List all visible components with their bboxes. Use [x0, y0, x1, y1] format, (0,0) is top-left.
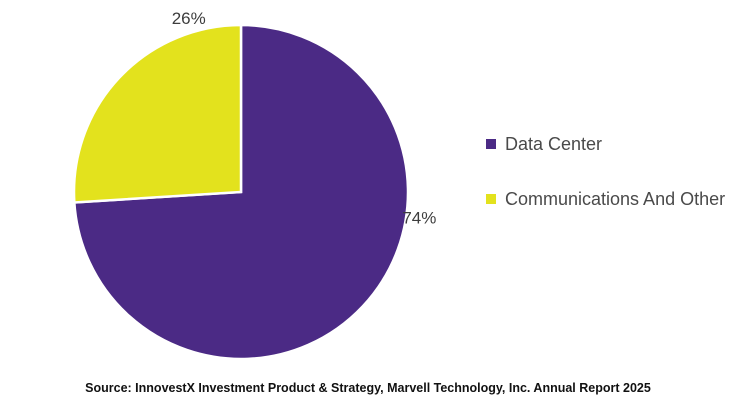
pie-slice-communications-and-other — [72, 23, 243, 204]
chart-legend: Data Center Communications And Other — [486, 130, 726, 240]
legend-label-data-center: Data Center — [505, 134, 603, 154]
legend-swatch-communications-and-other — [486, 194, 496, 204]
legend-item-communications-and-other: Communications And Other — [486, 185, 726, 213]
pie-chart: 74% 26% — [72, 9, 436, 361]
data-label-communications-and-other: 26% — [172, 9, 206, 28]
legend-item-data-center: Data Center — [486, 130, 726, 158]
legend-swatch-data-center — [486, 139, 496, 149]
data-label-data-center: 74% — [402, 208, 436, 227]
source-note: Source: InnovestX Investment Product & S… — [85, 381, 651, 395]
legend-label-communications-and-other: Communications And Other — [505, 189, 726, 209]
